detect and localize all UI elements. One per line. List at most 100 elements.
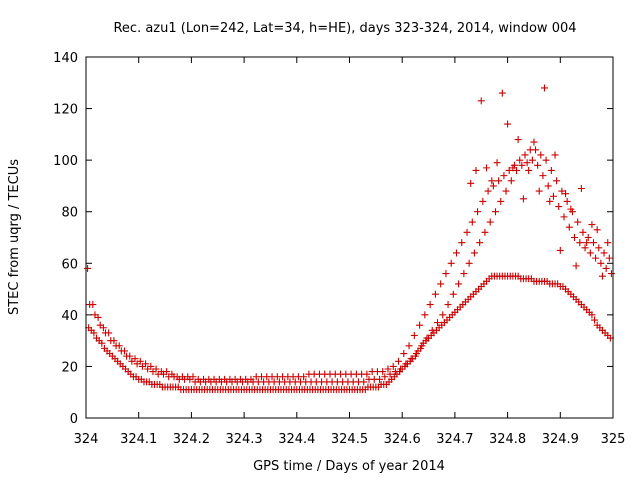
data-point	[107, 337, 115, 345]
data-point	[159, 370, 167, 378]
data-point	[133, 360, 141, 368]
y-tick-label: 120	[53, 103, 78, 118]
data-point	[595, 244, 603, 252]
data-point	[460, 270, 468, 278]
x-tick-label: 324.4	[278, 432, 315, 447]
data-point	[463, 228, 471, 236]
data-point	[486, 218, 494, 226]
x-axis: 324 324.1 324.2 324.3 324.4 324.5 324.6 324.7 32…	[74, 57, 626, 447]
x-tick-label: 325	[601, 432, 626, 447]
data-point	[474, 208, 482, 216]
y-tick-label: 20	[61, 360, 78, 375]
data-point	[556, 246, 564, 254]
data-point	[513, 166, 521, 174]
data-point	[593, 226, 601, 234]
data-point	[488, 177, 496, 185]
data-point	[546, 197, 554, 205]
data-point	[509, 164, 517, 172]
data-point	[516, 156, 524, 164]
data-point	[395, 357, 403, 365]
data-point	[555, 203, 563, 211]
data-point	[542, 156, 550, 164]
data-point	[426, 301, 434, 309]
data-point	[483, 164, 491, 172]
data-point	[384, 365, 392, 373]
data-point	[379, 368, 387, 376]
data-point	[572, 262, 580, 270]
data-point	[481, 228, 489, 236]
data-point	[444, 301, 452, 309]
data-point	[418, 342, 426, 350]
data-point	[519, 195, 527, 203]
data-point	[138, 362, 146, 370]
data-point	[412, 350, 420, 358]
data-point	[530, 138, 538, 146]
y-axis-label: STEC from uqrg / TECUs	[7, 159, 22, 315]
data-point	[535, 187, 543, 195]
x-tick-label: 324.1	[120, 432, 157, 447]
data-point	[128, 357, 136, 365]
data-point	[534, 161, 542, 169]
data-point	[421, 311, 429, 319]
data-point	[491, 208, 499, 216]
data-point	[565, 223, 573, 231]
data-point	[600, 249, 608, 257]
x-tick-label: 324.6	[384, 432, 421, 447]
data-point	[101, 329, 109, 337]
y-tick-label: 60	[61, 257, 78, 272]
data-point	[567, 205, 575, 213]
x-tick-label: 324	[74, 432, 99, 447]
data-point	[386, 370, 394, 378]
data-point	[112, 342, 120, 350]
data-point	[607, 270, 615, 278]
data-point	[563, 197, 571, 205]
data-point	[579, 228, 587, 236]
data-point	[521, 151, 529, 159]
data-point	[544, 182, 552, 190]
data-point	[540, 84, 548, 92]
data-point	[467, 179, 475, 187]
data-point	[498, 89, 506, 97]
data-point	[514, 136, 522, 144]
data-point	[588, 311, 596, 319]
data-point	[553, 177, 561, 185]
data-point	[497, 197, 505, 205]
data-point	[96, 321, 104, 329]
data-point	[588, 221, 596, 229]
data-point	[472, 166, 480, 174]
y-tick-label: 80	[61, 206, 78, 221]
data-point	[86, 301, 94, 309]
data-point	[598, 272, 606, 280]
data-point	[489, 182, 497, 190]
data-point	[525, 166, 533, 174]
data-point	[397, 365, 405, 373]
data-point	[586, 249, 594, 257]
data-point	[581, 244, 589, 252]
data-point	[560, 213, 568, 221]
data-point	[402, 360, 410, 368]
data-point	[90, 329, 98, 337]
data-point	[547, 166, 555, 174]
data-point	[576, 239, 584, 247]
x-axis-label: GPS time / Days of year 2014	[253, 459, 445, 474]
data-point	[98, 339, 106, 347]
data-point	[452, 249, 460, 257]
data-point	[584, 234, 592, 241]
data-point	[149, 368, 157, 376]
data-point	[484, 187, 492, 195]
data-point	[431, 290, 439, 298]
data-point	[84, 264, 92, 272]
data-point	[604, 239, 612, 247]
data-point	[505, 166, 513, 174]
data-point	[528, 156, 536, 164]
data-point	[590, 239, 598, 247]
data-point	[500, 172, 508, 180]
x-tick-label: 324.9	[542, 432, 579, 447]
data-point	[592, 254, 600, 262]
data-point	[571, 234, 579, 241]
data-point	[574, 218, 582, 226]
data-point	[465, 259, 473, 267]
data-point	[117, 347, 125, 355]
data-point	[428, 326, 436, 334]
